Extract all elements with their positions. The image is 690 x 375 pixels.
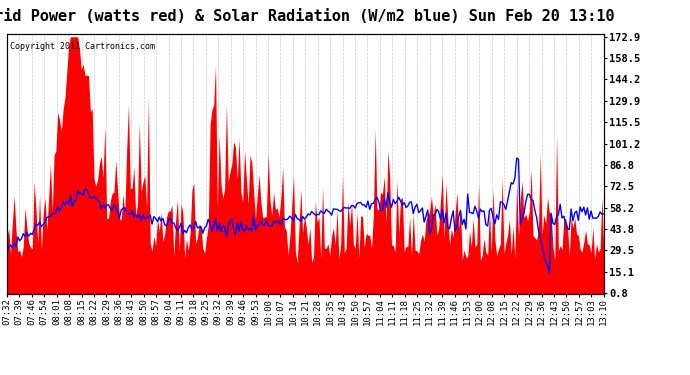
Text: Grid Power (watts red) & Solar Radiation (W/m2 blue) Sun Feb 20 13:10: Grid Power (watts red) & Solar Radiation…: [0, 9, 615, 24]
Text: Copyright 2011 Cartronics.com: Copyright 2011 Cartronics.com: [10, 42, 155, 51]
